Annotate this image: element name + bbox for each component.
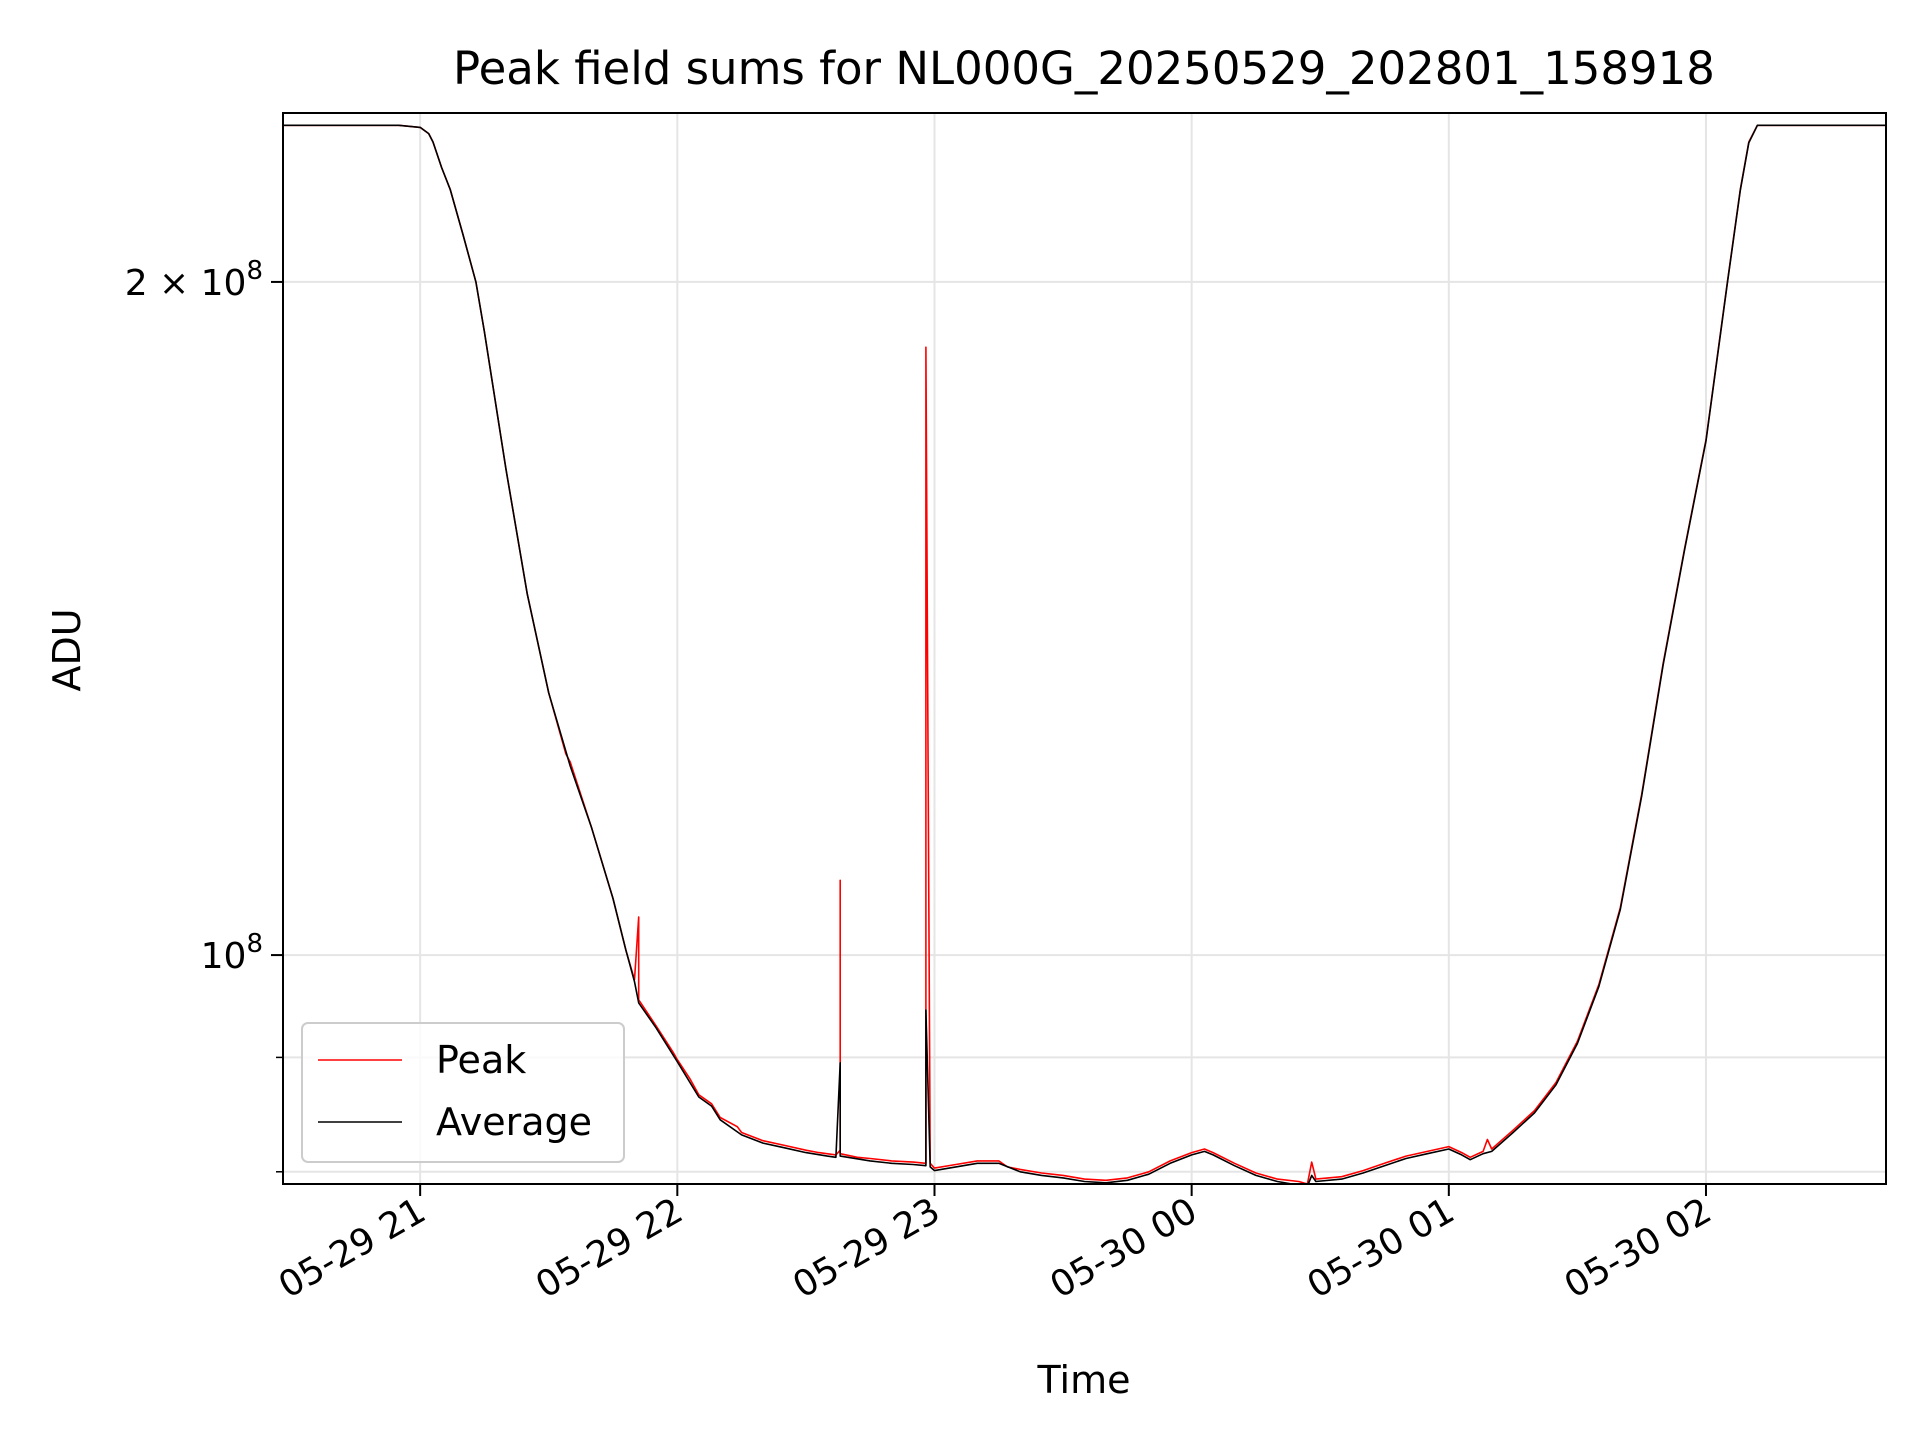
legend-box bbox=[301, 1022, 625, 1163]
y-axis-label: ADU bbox=[45, 608, 89, 691]
series-line-average bbox=[283, 124, 1886, 1184]
plot-frame bbox=[282, 112, 1887, 1185]
series-lines bbox=[283, 124, 1886, 1184]
x-axis-label: Time bbox=[1037, 1358, 1131, 1402]
plot-area bbox=[283, 124, 1886, 1184]
legend: Peak Average bbox=[301, 1022, 625, 1163]
y-tick-label: 2 × 108 bbox=[125, 256, 263, 304]
legend-label-peak: Peak bbox=[436, 1038, 526, 1082]
y-tick-label: 108 bbox=[201, 929, 263, 977]
grid-lines bbox=[283, 113, 1886, 1184]
y-axis: 108 2 × 108 bbox=[125, 256, 283, 1173]
legend-label-average: Average bbox=[436, 1100, 592, 1144]
chart-title: Peak field sums for NL000G_20250529_2028… bbox=[453, 42, 1715, 95]
